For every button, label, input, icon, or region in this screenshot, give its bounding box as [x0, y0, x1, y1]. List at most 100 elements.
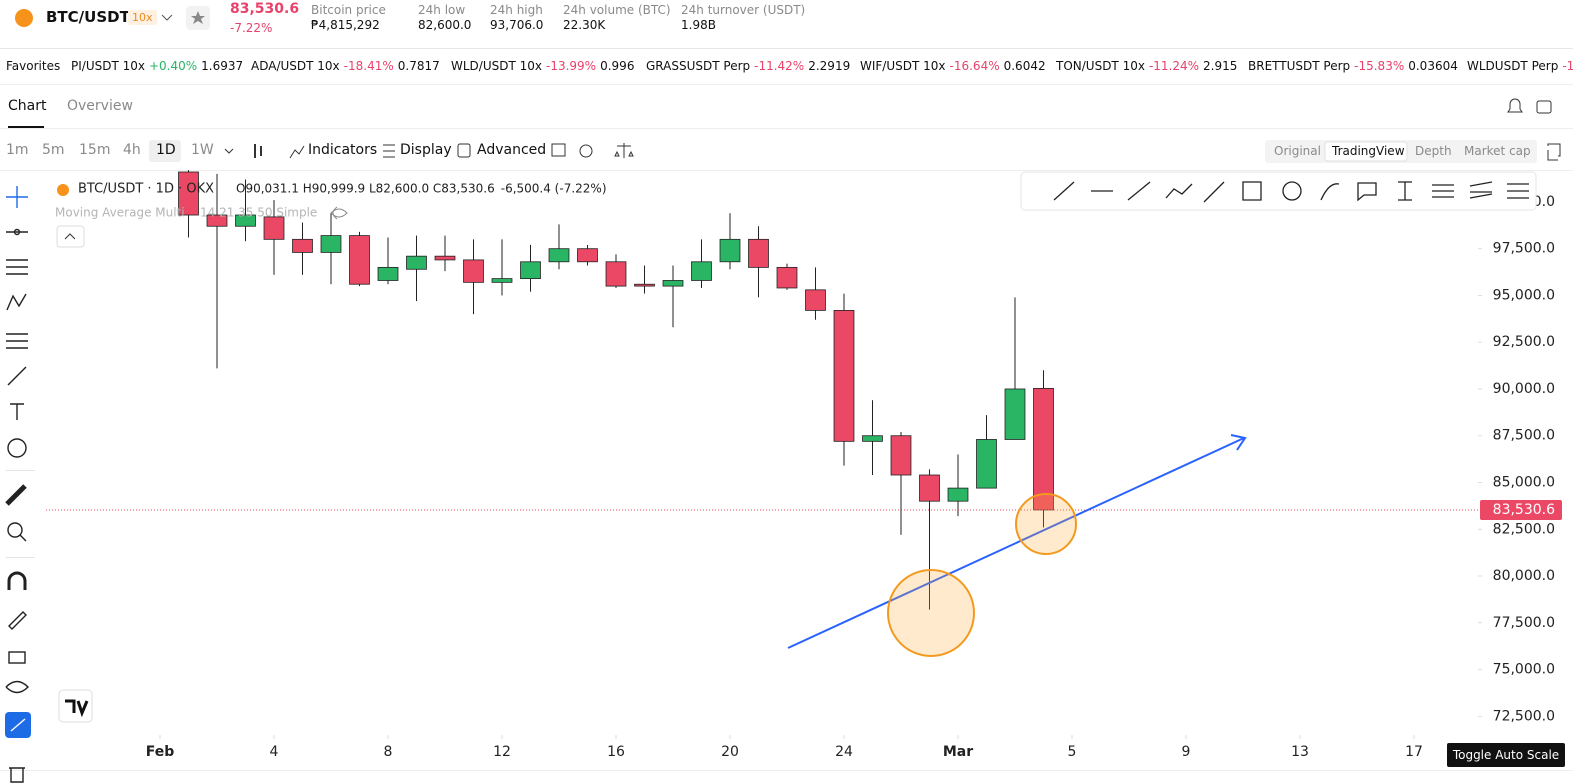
ticker[interactable]: ADA/USDT 10x -18.41% 0.7817: [251, 59, 444, 73]
ticker[interactable]: WIF/USDT 10x -16.64% 0.6042: [860, 59, 1050, 73]
tool[interactable]: Advanced: [477, 142, 547, 158]
ticker[interactable]: PI/USDT 10x +0.40% 1.6937: [71, 59, 247, 73]
candle-body: [235, 214, 256, 227]
crosshair-icon: [6, 186, 28, 208]
legend-ohlc: O90,031.1 H90,999.9 L82,600.0 C83,530.6: [236, 182, 495, 196]
last-price-label: 83,530.6: [1493, 502, 1555, 518]
favorites-title: Favorites: [6, 59, 61, 73]
y-tick-label: 95,000.0: [1493, 287, 1555, 303]
candle-body: [463, 259, 484, 283]
tool-glyphs: [1053, 181, 1529, 203]
ticker-name: PI/USDT 10x: [71, 59, 145, 73]
template-icon[interactable]: [551, 143, 566, 157]
legend-symbol: BTC/USDT · 1D · OKX: [78, 182, 214, 197]
highlight-circle: [1015, 493, 1077, 555]
y-tick-label: 87,500.0: [1493, 428, 1555, 444]
x-tick-label: 5: [1068, 744, 1077, 760]
trend-arrow-head: [1230, 434, 1247, 451]
ticker-name: WIF/USDT 10x: [860, 59, 946, 73]
x-tick-label: 17: [1405, 744, 1423, 760]
candle-body: [976, 439, 997, 489]
interval[interactable]: 1W: [191, 142, 214, 158]
candle-body: [919, 474, 940, 502]
ticker[interactable]: BRETTUSDT Perp -15.83% 0.03604: [1248, 59, 1462, 73]
view[interactable]: Market cap: [1464, 144, 1531, 158]
interval[interactable]: 15m: [79, 142, 111, 158]
pair-chevron[interactable]: [161, 14, 173, 21]
interval[interactable]: 4h: [123, 142, 141, 158]
y-tick-label: 92,500.0: [1493, 334, 1555, 350]
candle-body: [662, 280, 684, 287]
trend-arrow: [787, 437, 1245, 649]
price: 83,530.6: [230, 1, 300, 17]
ticker-name: WLDUSDT Perp: [1467, 59, 1559, 73]
advanced-icon: [457, 143, 471, 158]
view[interactable]: Depth: [1415, 144, 1452, 158]
interval-chevron[interactable]: [224, 148, 234, 154]
ticker-change: -11.42%: [754, 59, 805, 73]
collapse-button[interactable]: [56, 225, 85, 248]
candle-body: [776, 266, 798, 289]
ticker[interactable]: WLDUSDT Perp -1: [1467, 59, 1573, 73]
tool[interactable]: Display: [400, 142, 452, 158]
brush-icon: [7, 366, 27, 386]
draw-toolbar-icons[interactable]: [1053, 181, 1529, 203]
interval[interactable]: 1m: [6, 142, 29, 158]
drawing-tools[interactable]: [5, 186, 31, 783]
ticker[interactable]: GRASSUSDT Perp -11.42% 2.2919: [646, 59, 854, 73]
candle-body: [520, 261, 541, 280]
tab[interactable]: Overview: [67, 98, 133, 114]
line-icon: [13, 228, 21, 236]
visibility-icon[interactable]: [330, 206, 348, 220]
fullscreen-icon[interactable]: [1547, 143, 1561, 161]
view[interactable]: TradingView: [1332, 144, 1405, 158]
tool[interactable]: Indicators: [308, 142, 378, 158]
ticker[interactable]: WLD/USDT 10x -13.99% 0.996: [451, 59, 638, 73]
stat-label: 24h volume (BTC): [563, 3, 671, 17]
ticker-price: 0.7817: [397, 59, 440, 73]
last-price-box: [1480, 499, 1562, 520]
stat-value: 1.98B: [681, 18, 716, 32]
ticker[interactable]: TON/USDT 10x -11.24% 2.915: [1056, 59, 1241, 73]
settings-icon[interactable]: [579, 144, 593, 158]
tab[interactable]: Chart: [8, 98, 47, 114]
candle-body: [605, 261, 627, 287]
ticker-price: 1.6937: [201, 59, 244, 73]
x-tick-label: 16: [607, 744, 625, 760]
stat-label: 24h low: [418, 3, 466, 17]
y-tick-label: 90,000.0: [1493, 381, 1555, 397]
compare-icon[interactable]: [614, 143, 634, 158]
trash-icon: [9, 767, 25, 783]
x-tick-label: 24: [835, 744, 853, 760]
interval[interactable]: 1D: [156, 142, 176, 158]
coin-icon: [15, 9, 33, 27]
pencil-icon: [8, 611, 27, 630]
interval[interactable]: 5m: [42, 142, 65, 158]
ticker-name: WLD/USDT 10x: [451, 59, 542, 73]
candle-body: [1004, 388, 1026, 440]
candle-body: [634, 283, 655, 287]
star-icon: [191, 11, 205, 24]
chart-type-icon[interactable]: [254, 144, 262, 158]
magnet-icon: [7, 571, 27, 590]
ticker-change: -11.24%: [1148, 59, 1200, 73]
lock-icon: [8, 651, 26, 664]
leverage: 10x: [128, 10, 157, 25]
x-tick-label: 20: [721, 744, 739, 760]
layout-icon[interactable]: [1536, 100, 1552, 114]
eye-icon: [5, 680, 29, 694]
highlight-circle: [887, 569, 975, 657]
stat-value: ₱4,815,292: [311, 18, 380, 32]
plot-area: 72,500.0 75,000.0 77,500.0 80,000.0 82,500.0…: [46, 170, 1562, 760]
zoom-icon: [7, 522, 23, 538]
ticker-price: 0.6042: [1003, 59, 1046, 73]
ticker-change: +0.40%: [148, 59, 198, 73]
ticker-change: -1: [1562, 59, 1573, 73]
alert-icon[interactable]: [1507, 98, 1523, 113]
y-tick-label: 77,500.0: [1493, 615, 1555, 631]
view[interactable]: Original: [1274, 144, 1321, 158]
candle-body: [178, 171, 199, 216]
stat-value: 82,600.0: [418, 18, 472, 32]
ticker-price: 0.996: [600, 59, 635, 73]
